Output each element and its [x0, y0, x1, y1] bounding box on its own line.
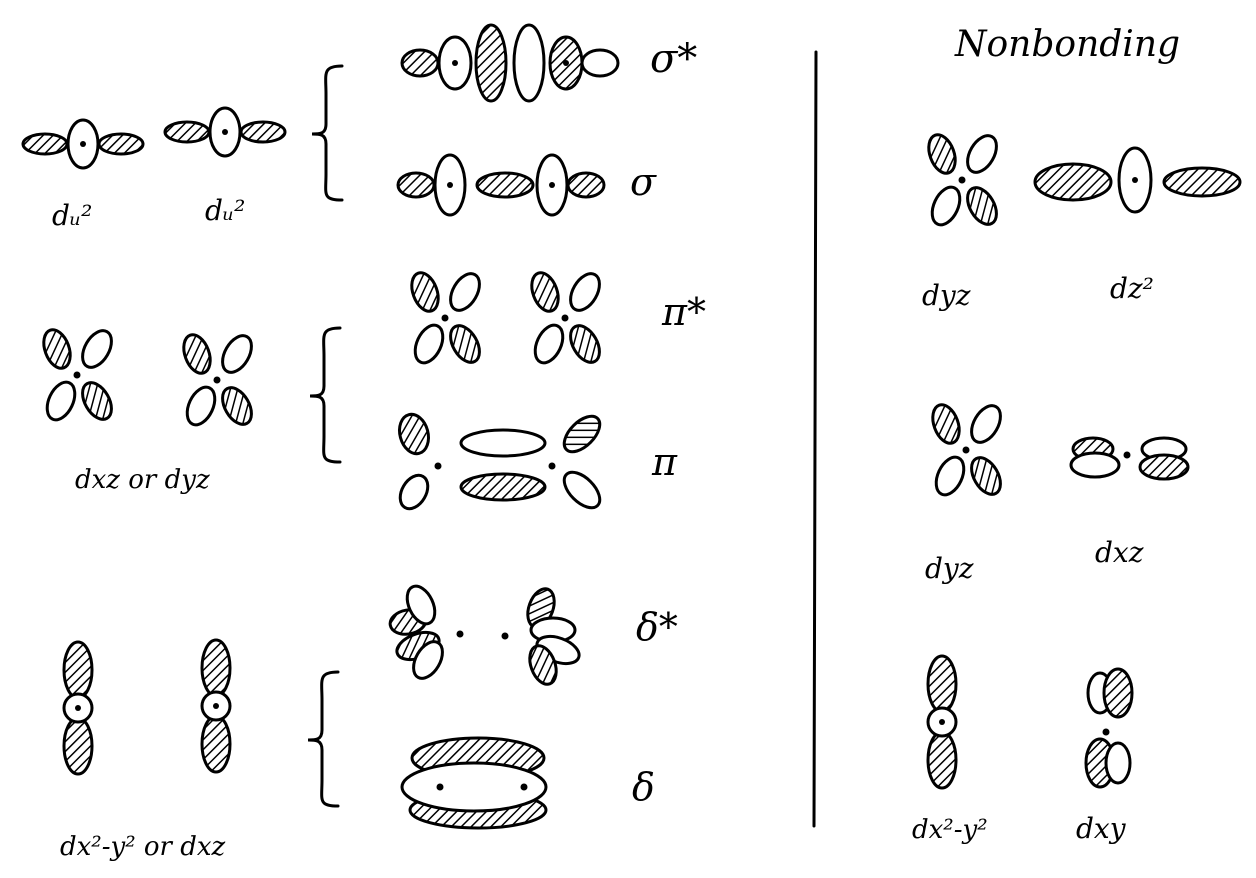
sigma-mo	[396, 153, 606, 217]
dx2y2-orbital-left	[62, 640, 94, 776]
sigma-label: σ	[630, 160, 657, 204]
nb-dx2y2-orbital	[926, 654, 958, 790]
nb-dz2-orbital	[1033, 146, 1242, 214]
dz2-orbital-right	[163, 106, 287, 158]
pi-star-label: π*	[661, 290, 706, 334]
row2-atomic-orbitals: dxz or dyz	[37, 324, 259, 495]
dxz-orbital-right	[177, 329, 259, 431]
pi-label: π	[651, 440, 678, 484]
brace-row1	[310, 64, 344, 202]
delta-star-mo	[388, 584, 581, 686]
row3-atomic-orbitals: dx²-y² or dxz	[60, 638, 232, 862]
nonbonding-title: Nonbonding	[954, 24, 1180, 65]
delta-label: δ	[632, 765, 655, 809]
nb-row2-label-2: dxz	[1095, 536, 1144, 569]
dx2y2-orbital-right	[200, 638, 232, 774]
nb-dxy-orbital	[1084, 667, 1134, 789]
row3-label: dx²-y² or dxz	[60, 832, 226, 862]
dz2-orbital-left	[21, 118, 145, 170]
nb-row1-label-2: dz²	[1110, 272, 1154, 305]
nb-dyz-orbital-1	[922, 129, 1004, 231]
delta-star-label: δ*	[636, 605, 678, 649]
row1-atomic-orbitals: dᵤ² dᵤ²	[21, 106, 287, 232]
nonbonding-row2: dyz dxz	[925, 399, 1190, 585]
nb-row3-label-1: dx²-y²	[912, 815, 988, 845]
sigma-star-label: σ*	[650, 36, 697, 82]
nb-row1-label-1: dyz	[922, 279, 971, 312]
row1-label-1: dᵤ²	[52, 199, 92, 232]
pi-star-mo	[405, 267, 607, 369]
nb-dyz-orbital-2	[926, 399, 1008, 501]
pi-mo	[398, 412, 602, 511]
sigma-star-mo	[400, 23, 620, 103]
row2-label: dxz or dyz	[75, 465, 210, 495]
delta-mo	[400, 736, 548, 830]
dxz-orbital-left	[37, 324, 119, 426]
brace-row3	[306, 670, 340, 808]
row1-label-2: dᵤ²	[205, 194, 245, 227]
brace-row2	[308, 326, 342, 464]
nb-row3-label-2: dxy	[1076, 812, 1127, 845]
nonbonding-row3: dx²-y² dxy	[912, 654, 1134, 845]
divider-line	[812, 50, 818, 828]
nonbonding-row1: dyz dz²	[922, 129, 1242, 312]
nb-row2-label-1: dyz	[925, 552, 974, 585]
nb-dxz-orbital	[1069, 436, 1190, 481]
